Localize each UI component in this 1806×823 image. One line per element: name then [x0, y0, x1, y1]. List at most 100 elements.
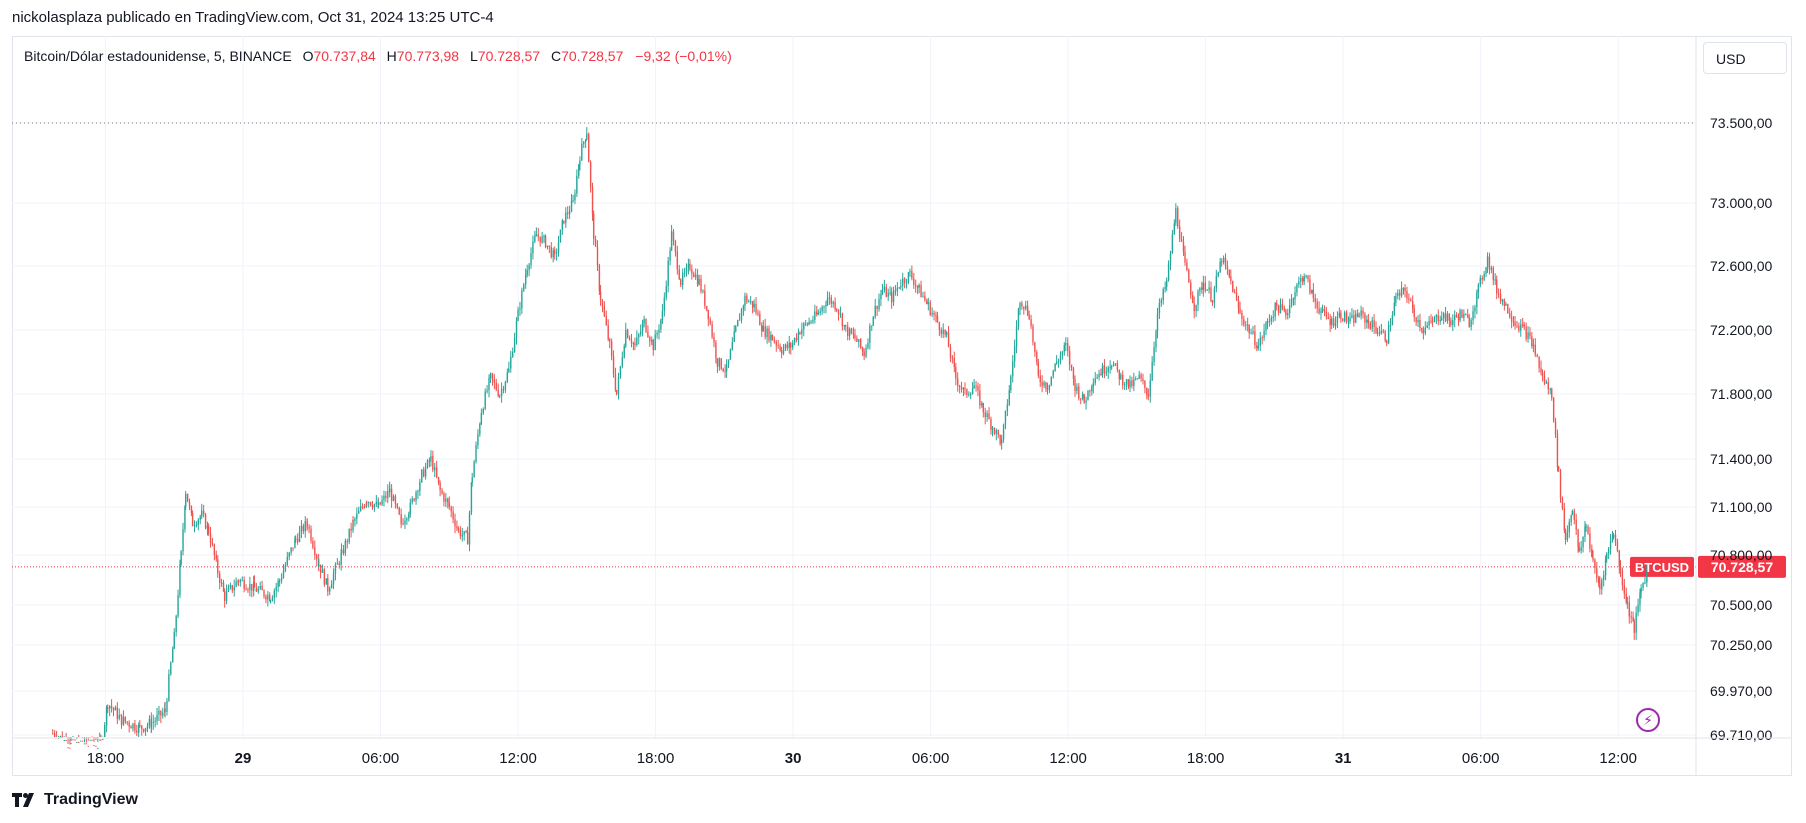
high-value: 70.773,98: [396, 48, 460, 64]
candle-body: [1389, 324, 1392, 326]
candle-body: [107, 707, 109, 709]
candle-body: [1455, 315, 1458, 317]
candle-body: [434, 467, 436, 471]
candle-body: [1561, 497, 1564, 509]
y-tick-label: 70.500,00: [1710, 597, 1772, 613]
candle-body: [1442, 313, 1445, 318]
candle-body: [722, 368, 724, 371]
high-key: H: [386, 48, 397, 64]
candle-body: [1448, 313, 1451, 321]
candle-body: [735, 326, 737, 332]
candle-body: [257, 588, 259, 592]
candle-body: [1259, 337, 1261, 346]
candle-body: [1431, 321, 1434, 323]
candle-body: [1646, 570, 1648, 583]
candle-body: [731, 341, 734, 350]
candle-body: [255, 587, 258, 592]
candle-body: [1190, 282, 1192, 296]
candle-body: [911, 271, 913, 279]
candle-body: [1501, 299, 1504, 302]
candle-body: [557, 242, 560, 253]
candle-body: [120, 715, 123, 725]
candle-body: [1230, 276, 1232, 281]
candle-body: [466, 532, 469, 545]
candle-body: [718, 358, 721, 367]
candle-body: [105, 707, 108, 726]
candle-body: [1503, 299, 1506, 306]
candle-body: [1184, 251, 1186, 263]
candle-body: [491, 373, 494, 380]
candle-body: [1466, 315, 1469, 318]
candle-body: [1314, 298, 1316, 302]
candle-body: [201, 510, 203, 517]
candle-body: [1177, 208, 1179, 227]
candle-body: [1272, 316, 1274, 318]
candle-body: [945, 332, 948, 335]
candle-body: [601, 300, 604, 307]
candle-body: [1340, 312, 1342, 319]
candle-body: [1250, 333, 1252, 335]
candle-body: [1490, 267, 1493, 270]
candle-body: [1516, 325, 1518, 327]
candle-body: [716, 358, 719, 367]
candle-body: [835, 309, 838, 311]
candle-body: [523, 284, 525, 291]
candle-body: [814, 311, 816, 320]
candle-body: [497, 389, 499, 396]
candle-body: [858, 339, 860, 342]
candle-body: [1625, 593, 1627, 603]
candle-body: [158, 710, 160, 715]
candle-body: [825, 304, 827, 307]
candle-body: [300, 525, 303, 532]
footer-brand[interactable]: TradingView: [12, 791, 138, 809]
candle-body: [777, 345, 779, 347]
candle-body: [828, 297, 831, 299]
candle-body: [1481, 278, 1483, 280]
candle-body: [579, 160, 581, 165]
candle-body: [1413, 308, 1415, 318]
candle-body: [1263, 330, 1265, 338]
candle-body: [79, 740, 82, 742]
candle-body: [598, 265, 601, 292]
candle-body: [475, 445, 477, 462]
lightning-icon[interactable]: ⚡: [1636, 708, 1660, 732]
candle-body: [1288, 305, 1291, 314]
candle-body: [359, 506, 362, 511]
candle-body: [636, 337, 638, 345]
chart-frame[interactable]: [12, 36, 1792, 776]
candle-body: [641, 323, 644, 332]
candle-body: [269, 600, 272, 602]
candle-body: [1219, 261, 1221, 273]
candle-body: [1509, 313, 1511, 317]
candle-body: [1201, 287, 1203, 290]
symbol-name[interactable]: Bitcoin/Dólar estadounidense, 5, BINANCE: [24, 48, 292, 64]
candle-body: [1281, 304, 1284, 309]
candle-body: [905, 282, 908, 284]
candle-body: [1430, 320, 1432, 322]
candle-body: [544, 235, 547, 248]
candle-body: [918, 285, 920, 288]
candle-body: [592, 213, 595, 239]
candle-body: [561, 220, 564, 230]
candle-body: [1367, 319, 1370, 324]
candle-body: [122, 716, 125, 725]
candle-body: [821, 307, 823, 312]
candle-body: [793, 338, 796, 343]
candle-body: [1254, 331, 1256, 346]
candle-body: [1417, 319, 1419, 323]
currency-button[interactable]: USD: [1703, 42, 1787, 74]
candle-body: [1486, 256, 1489, 268]
candle-body: [780, 350, 783, 354]
candle-body: [1114, 363, 1117, 365]
candle-body: [70, 743, 72, 745]
candle-body: [142, 729, 145, 732]
candle-body: [124, 716, 127, 722]
candle-body: [1318, 308, 1320, 313]
candle-body: [1371, 320, 1373, 329]
y-tick-label: 73.000,00: [1710, 195, 1772, 211]
candle-body: [1355, 313, 1357, 323]
candle-body: [984, 412, 986, 418]
candle-body: [1224, 257, 1227, 266]
candle-body: [1235, 292, 1238, 300]
